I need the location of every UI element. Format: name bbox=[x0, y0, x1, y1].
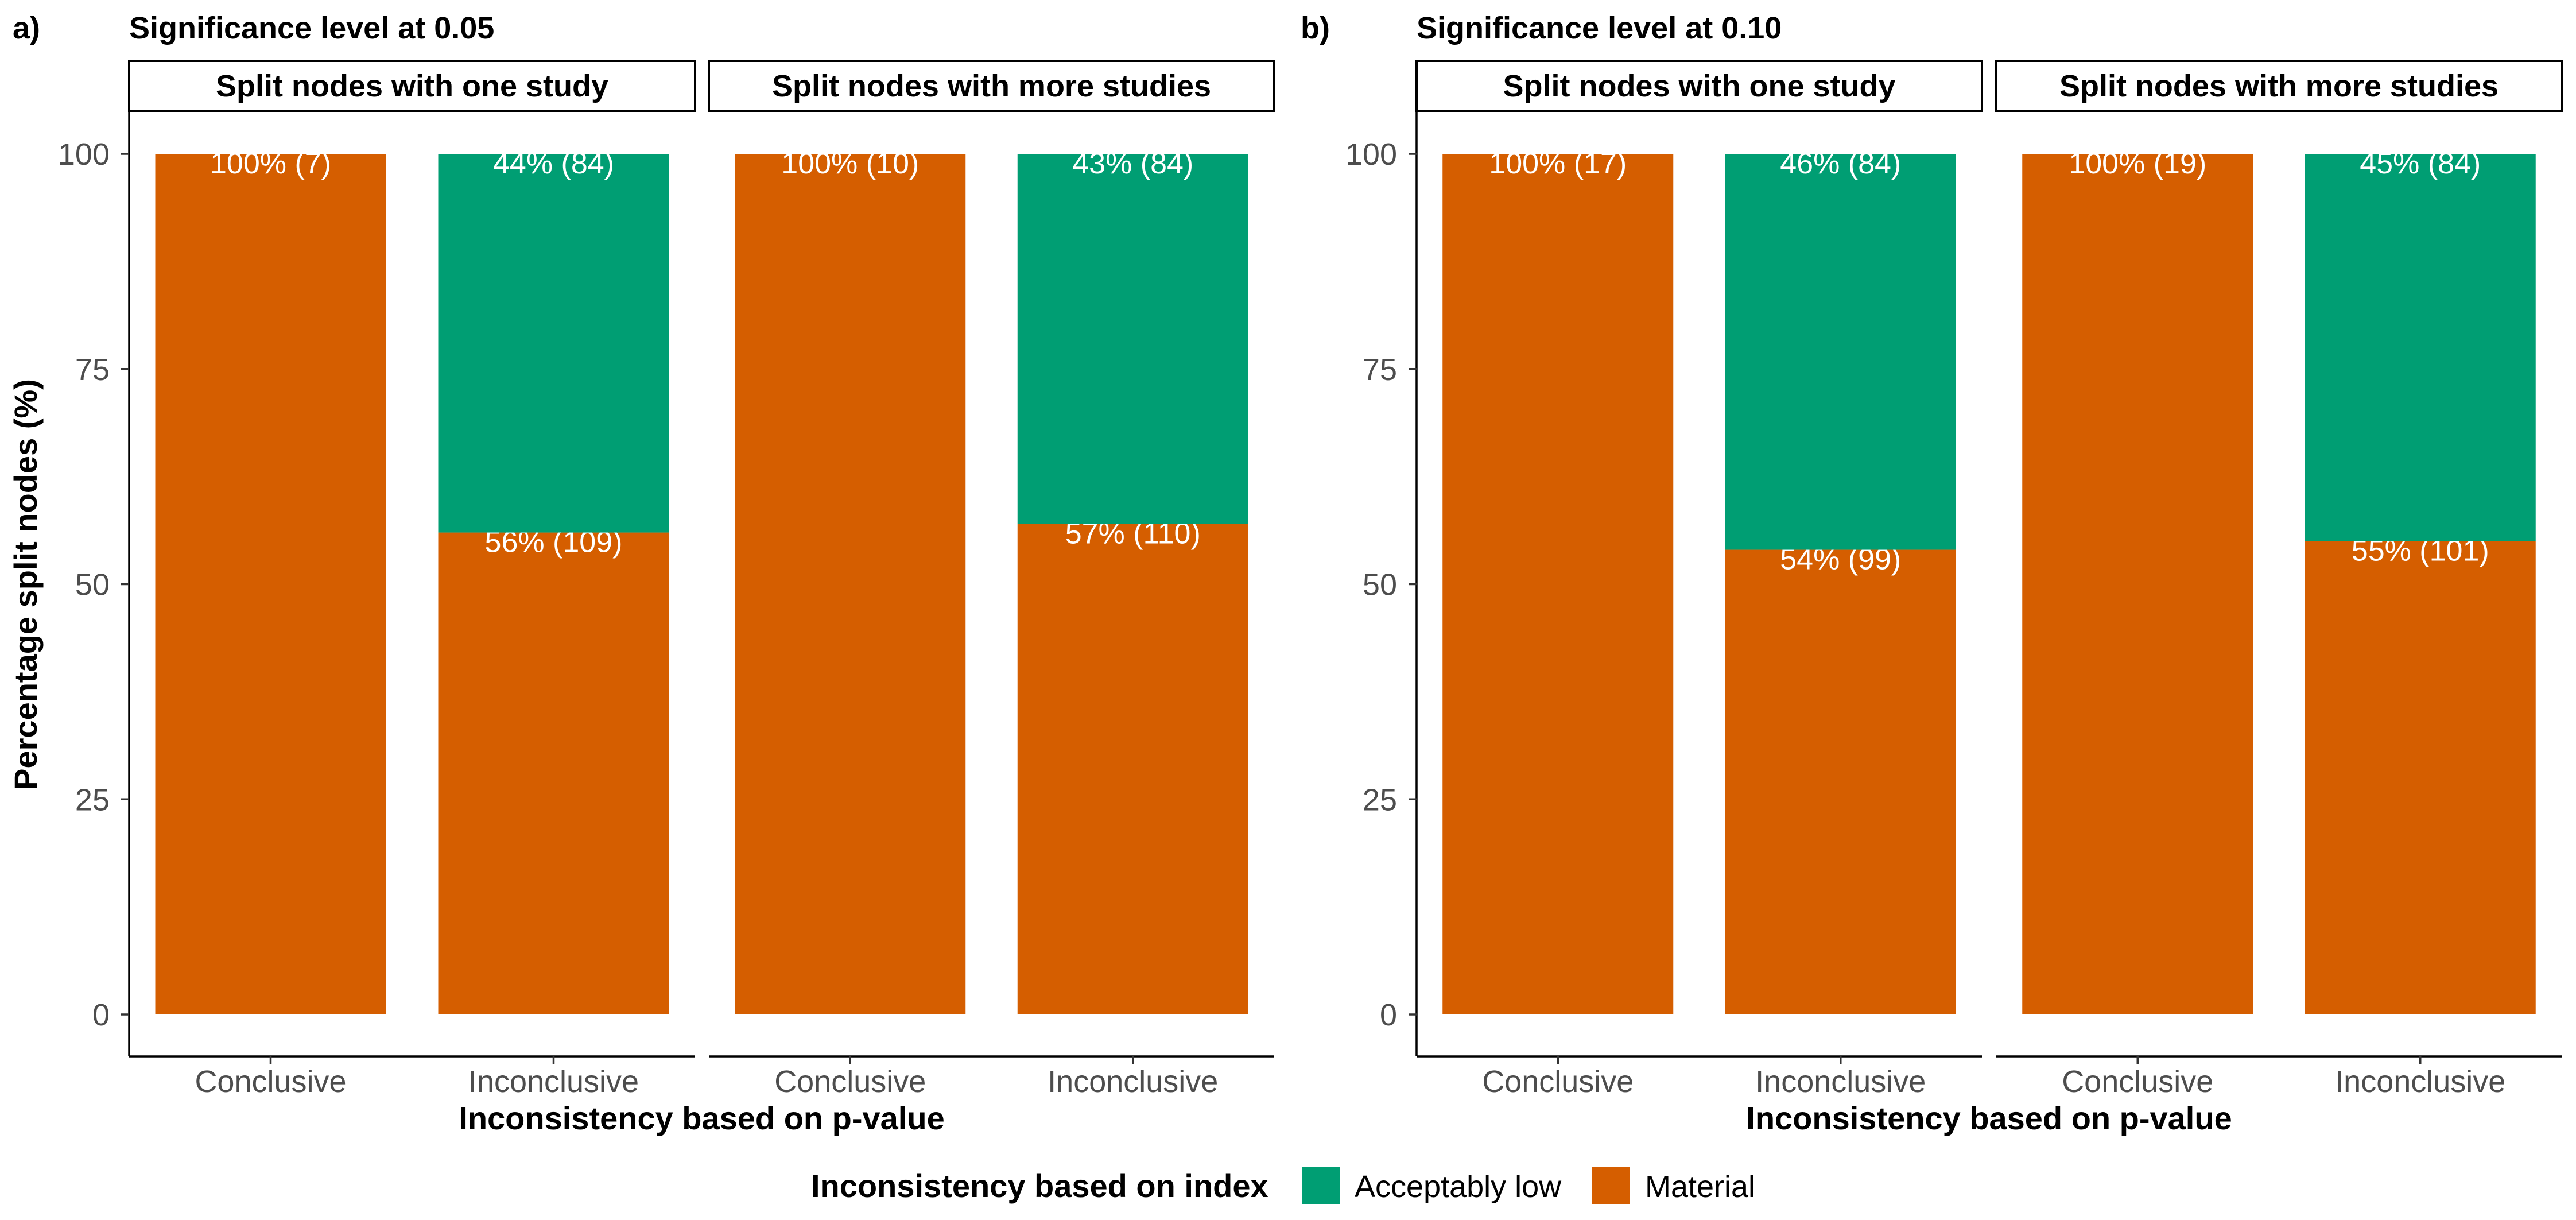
bar-segment-acceptably-low bbox=[1017, 154, 1248, 524]
facet-strip-label: Split nodes with more studies bbox=[2059, 69, 2499, 103]
legend-label-acceptably-low: Acceptably low bbox=[1355, 1169, 1562, 1204]
y-tick-label: 25 bbox=[1363, 783, 1397, 817]
y-tick-label: 0 bbox=[1380, 998, 1397, 1032]
y-tick-label: 100 bbox=[1345, 137, 1397, 172]
facet-strip-label: Split nodes with one study bbox=[1503, 69, 1895, 103]
bar-data-label: 100% (7) bbox=[210, 147, 331, 180]
bar-segment-material bbox=[2022, 154, 2253, 1014]
facet-strip-label: Split nodes with one study bbox=[216, 69, 608, 103]
bar-segment-material bbox=[438, 532, 669, 1014]
facet-strip bbox=[708, 60, 1275, 112]
bar-data-label: 44% (84) bbox=[493, 147, 614, 180]
x-tick-label: Conclusive bbox=[774, 1064, 926, 1099]
bar-segment-material bbox=[1725, 549, 1956, 1014]
y-tick-label: 75 bbox=[75, 353, 110, 387]
facet-strip bbox=[1415, 60, 1983, 112]
bar-segment-material bbox=[155, 154, 386, 1014]
x-tick-label: Conclusive bbox=[1482, 1064, 1634, 1099]
x-tick-label: Inconclusive bbox=[468, 1064, 639, 1099]
x-tick-label: Inconclusive bbox=[1048, 1064, 1218, 1099]
bar-segment-acceptably-low bbox=[2305, 154, 2536, 541]
y-axis-title: Percentage split nodes (%) bbox=[7, 379, 44, 790]
facet-1: Split nodes with one study 100% (7) Conclu… bbox=[128, 60, 696, 1099]
facet-strip bbox=[128, 60, 696, 112]
legend-label-material: Material bbox=[1645, 1169, 1755, 1204]
facet-strip bbox=[1995, 60, 2563, 112]
bar-data-label: 100% (10) bbox=[781, 147, 919, 180]
facet-1: Split nodes with one study 100% (17) Concl… bbox=[1415, 60, 1983, 1099]
legend-swatch-acceptably-low bbox=[1302, 1167, 1340, 1204]
x-tick-label: Conclusive bbox=[195, 1064, 346, 1099]
bar-segment-material bbox=[1442, 154, 1674, 1014]
y-tick-label: 50 bbox=[1363, 568, 1397, 602]
legend: Inconsistency based on index Acceptably l… bbox=[811, 1167, 1755, 1204]
y-tick-label: 0 bbox=[92, 998, 110, 1032]
x-axis-title: Inconsistency based on p-value bbox=[459, 1100, 944, 1136]
bar-data-label: 100% (19) bbox=[2069, 147, 2206, 180]
x-tick-label: Inconclusive bbox=[1755, 1064, 1926, 1099]
panel-title: Significance level at 0.10 bbox=[1417, 11, 1782, 45]
bar-segment-material bbox=[2305, 541, 2536, 1014]
legend-title: Inconsistency based on index bbox=[811, 1168, 1268, 1204]
bar-data-label: 46% (84) bbox=[1780, 147, 1901, 180]
facet-2: Split nodes with more studies 100% (19) Co… bbox=[1995, 60, 2563, 1099]
panel-tag: b) bbox=[1301, 11, 1330, 45]
x-tick-label: Conclusive bbox=[2062, 1064, 2213, 1099]
bar-segment-acceptably-low bbox=[438, 154, 669, 533]
y-tick-label: 50 bbox=[75, 568, 110, 602]
legend-swatch-material bbox=[1592, 1167, 1630, 1204]
bar-data-label: 43% (84) bbox=[1072, 147, 1193, 180]
chart-panel-2: b) Significance level at 0.10 0 25 50 75 100 Sp… bbox=[1301, 11, 2563, 1136]
bar-segment-material bbox=[1017, 524, 1248, 1014]
x-axis-title: Inconsistency based on p-value bbox=[1746, 1100, 2232, 1136]
panel-title: Significance level at 0.05 bbox=[129, 11, 494, 45]
panel-tag: a) bbox=[13, 11, 40, 45]
bar-data-label: 45% (84) bbox=[2360, 147, 2481, 180]
y-tick-label: 25 bbox=[75, 783, 110, 817]
y-tick-label: 75 bbox=[1363, 353, 1397, 387]
y-tick-label: 100 bbox=[58, 137, 110, 172]
bar-data-label: 100% (17) bbox=[1489, 147, 1627, 180]
facet-2: Split nodes with more studies 100% (10) Co… bbox=[708, 60, 1275, 1099]
chart-panel-1: a) Significance level at 0.05 0 25 50 75 100 Pe… bbox=[7, 11, 1275, 1136]
bar-segment-acceptably-low bbox=[1725, 154, 1956, 550]
x-tick-label: Inconclusive bbox=[2335, 1064, 2505, 1099]
facet-strip-label: Split nodes with more studies bbox=[772, 69, 1211, 103]
bar-segment-material bbox=[735, 154, 966, 1014]
